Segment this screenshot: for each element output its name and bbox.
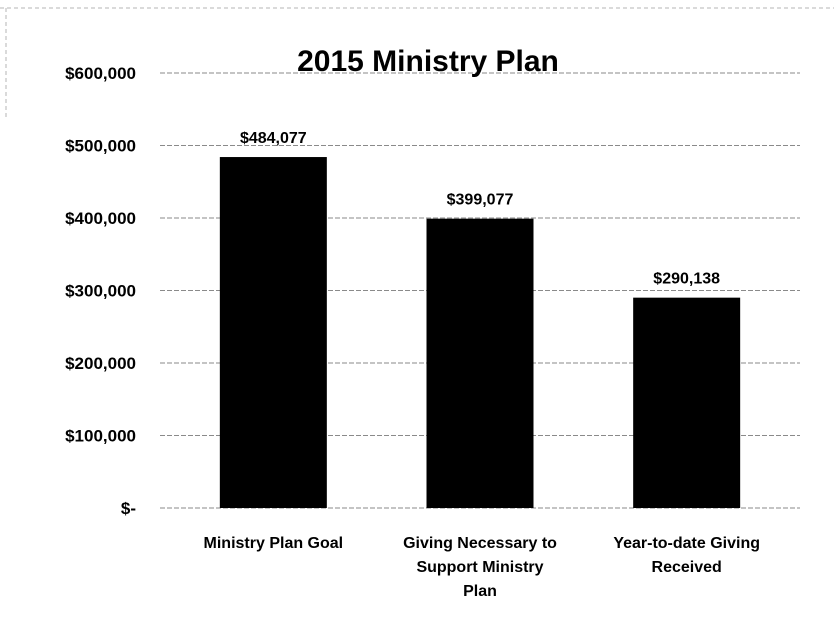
- data-labels: $484,077 $399,077 $290,138: [240, 130, 720, 288]
- category-label-1-line-1: Support Ministry: [416, 559, 543, 576]
- data-label-2: $290,138: [653, 271, 720, 288]
- data-label-1: $399,077: [447, 192, 514, 209]
- bars: [219, 157, 741, 508]
- bar-0: [219, 157, 327, 508]
- y-axis-ticks: $- $100,000 $200,000 $300,000 $400,000 $500,0…: [65, 64, 136, 518]
- category-label-2-line-0: Year-to-date Giving: [613, 535, 760, 552]
- bar-1: [426, 218, 534, 508]
- y-tick-label-1: $100,000: [65, 427, 136, 446]
- bar-2: [633, 297, 741, 508]
- category-label-0: Ministry Plan Goal: [204, 535, 344, 552]
- y-tick-label-0: $-: [121, 499, 136, 518]
- y-tick-label-6: $600,000: [65, 64, 136, 83]
- category-label-1-line-2: Plan: [463, 583, 497, 600]
- category-label-1: Giving Necessary to Support Ministry Plan: [403, 535, 557, 600]
- x-axis-categories: Ministry Plan Goal Giving Necessary to Sup…: [204, 535, 760, 600]
- category-label-0-line-0: Ministry Plan Goal: [204, 535, 344, 552]
- y-tick-label-4: $400,000: [65, 209, 136, 228]
- y-tick-label-2: $200,000: [65, 354, 136, 373]
- category-label-1-line-0: Giving Necessary to: [403, 535, 557, 552]
- category-label-2-line-1: Received: [652, 559, 722, 576]
- data-label-0: $484,077: [240, 130, 307, 147]
- y-tick-label-3: $300,000: [65, 282, 136, 301]
- chart-border: [0, 7, 834, 120]
- chart-title: 2015 Ministry Plan: [297, 45, 559, 78]
- y-tick-label-5: $500,000: [65, 137, 136, 156]
- category-label-2: Year-to-date Giving Received: [613, 535, 760, 576]
